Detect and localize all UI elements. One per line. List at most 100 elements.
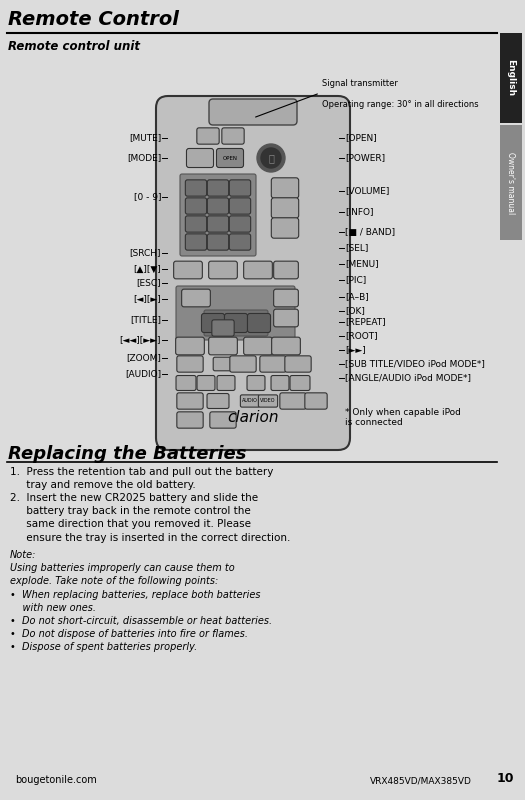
Text: [MODE]: [MODE] — [127, 154, 161, 162]
FancyBboxPatch shape — [180, 174, 256, 256]
FancyBboxPatch shape — [177, 356, 203, 372]
Text: [►►]: [►►] — [345, 346, 366, 354]
FancyBboxPatch shape — [197, 128, 219, 144]
Bar — [500, 125, 522, 240]
FancyBboxPatch shape — [258, 395, 278, 407]
FancyBboxPatch shape — [202, 314, 225, 333]
Text: [0 - 9]: [0 - 9] — [133, 193, 161, 202]
Text: * Only when capable iPod
is connected: * Only when capable iPod is connected — [345, 408, 461, 427]
Text: Replacing the Batteries: Replacing the Batteries — [8, 445, 247, 463]
Text: [ESC]: [ESC] — [136, 278, 161, 287]
Text: bougetonile.com: bougetonile.com — [15, 775, 97, 785]
Text: [OK]: [OK] — [345, 306, 365, 315]
FancyBboxPatch shape — [182, 289, 211, 307]
Text: [SEL]: [SEL] — [345, 243, 369, 253]
FancyBboxPatch shape — [207, 180, 229, 196]
FancyBboxPatch shape — [285, 356, 311, 372]
FancyBboxPatch shape — [217, 375, 235, 390]
Text: 1.  Press the retention tab and pull out the battery
     tray and remove the ol: 1. Press the retention tab and pull out … — [10, 467, 274, 490]
FancyBboxPatch shape — [271, 337, 300, 355]
FancyBboxPatch shape — [185, 180, 207, 196]
FancyBboxPatch shape — [185, 198, 207, 214]
FancyBboxPatch shape — [274, 289, 298, 307]
FancyBboxPatch shape — [230, 356, 256, 372]
Text: [ANGLE/AUDIO iPod MODE*]: [ANGLE/AUDIO iPod MODE*] — [345, 374, 471, 382]
Text: [MUTE]: [MUTE] — [129, 134, 161, 142]
Text: [REPEAT]: [REPEAT] — [345, 318, 386, 326]
Text: [A–B]: [A–B] — [345, 293, 369, 302]
FancyBboxPatch shape — [207, 216, 229, 232]
Text: [PIC]: [PIC] — [345, 275, 366, 285]
FancyBboxPatch shape — [176, 337, 204, 355]
FancyBboxPatch shape — [274, 261, 298, 279]
Text: [POWER]: [POWER] — [345, 154, 385, 162]
FancyBboxPatch shape — [247, 375, 265, 390]
Circle shape — [261, 148, 281, 168]
FancyBboxPatch shape — [176, 375, 196, 390]
FancyBboxPatch shape — [197, 375, 215, 390]
FancyBboxPatch shape — [247, 314, 270, 333]
FancyBboxPatch shape — [212, 320, 234, 336]
Text: Operating range: 30° in all directions: Operating range: 30° in all directions — [322, 100, 479, 109]
FancyBboxPatch shape — [210, 412, 236, 428]
FancyBboxPatch shape — [209, 99, 297, 125]
Text: OPEN: OPEN — [223, 155, 237, 161]
Circle shape — [257, 144, 285, 172]
FancyBboxPatch shape — [213, 357, 233, 371]
Text: Owner's manual: Owner's manual — [507, 152, 516, 214]
FancyBboxPatch shape — [185, 216, 207, 232]
FancyBboxPatch shape — [229, 234, 250, 250]
Text: [■ / BAND]: [■ / BAND] — [345, 227, 395, 237]
FancyBboxPatch shape — [208, 337, 237, 355]
FancyBboxPatch shape — [305, 393, 327, 409]
FancyBboxPatch shape — [207, 198, 229, 214]
FancyBboxPatch shape — [271, 198, 299, 218]
FancyBboxPatch shape — [204, 310, 268, 336]
FancyBboxPatch shape — [177, 393, 203, 409]
FancyBboxPatch shape — [271, 218, 299, 238]
Text: [MENU]: [MENU] — [345, 259, 379, 269]
FancyBboxPatch shape — [156, 96, 350, 450]
Text: [INFO]: [INFO] — [345, 207, 373, 217]
Text: [◄][►]: [◄][►] — [133, 294, 161, 303]
FancyBboxPatch shape — [216, 149, 244, 167]
Text: Note:
Using batteries improperly can cause them to
explode. Take note of the fol: Note: Using batteries improperly can cau… — [10, 550, 272, 653]
FancyBboxPatch shape — [229, 198, 250, 214]
FancyBboxPatch shape — [260, 356, 286, 372]
FancyBboxPatch shape — [186, 149, 214, 167]
Text: [▲][▼]: [▲][▼] — [133, 265, 161, 274]
Text: Remote Control: Remote Control — [8, 10, 179, 29]
FancyBboxPatch shape — [174, 261, 202, 279]
FancyBboxPatch shape — [244, 261, 272, 279]
Text: clarion: clarion — [227, 410, 279, 426]
Text: AUDIO: AUDIO — [242, 398, 258, 403]
FancyBboxPatch shape — [222, 128, 244, 144]
Text: 2.  Insert the new CR2025 battery and slide the
     battery tray back in the re: 2. Insert the new CR2025 battery and sli… — [10, 493, 290, 542]
Text: ⏻: ⏻ — [268, 153, 274, 163]
FancyBboxPatch shape — [229, 180, 250, 196]
FancyBboxPatch shape — [240, 395, 260, 407]
Text: [TITLE]: [TITLE] — [130, 315, 161, 325]
Text: [SUB TITLE/VIDEO iPod MODE*]: [SUB TITLE/VIDEO iPod MODE*] — [345, 359, 485, 369]
Text: Signal transmitter: Signal transmitter — [322, 79, 398, 88]
Text: [AUDIO]: [AUDIO] — [125, 370, 161, 378]
Text: [OPEN]: [OPEN] — [345, 134, 377, 142]
FancyBboxPatch shape — [207, 234, 229, 250]
FancyBboxPatch shape — [208, 261, 237, 279]
FancyBboxPatch shape — [207, 394, 229, 409]
FancyBboxPatch shape — [177, 412, 203, 428]
FancyBboxPatch shape — [271, 178, 299, 198]
FancyBboxPatch shape — [290, 375, 310, 390]
FancyBboxPatch shape — [185, 234, 207, 250]
FancyBboxPatch shape — [274, 309, 298, 327]
Text: [VOLUME]: [VOLUME] — [345, 186, 390, 195]
FancyBboxPatch shape — [176, 286, 295, 340]
Text: [ROOT]: [ROOT] — [345, 331, 377, 341]
FancyBboxPatch shape — [225, 314, 247, 333]
Text: Remote control unit: Remote control unit — [8, 40, 140, 53]
FancyBboxPatch shape — [271, 375, 289, 390]
FancyBboxPatch shape — [244, 337, 272, 355]
Text: [ZOOM]: [ZOOM] — [126, 354, 161, 362]
Text: English: English — [507, 59, 516, 97]
Bar — [500, 33, 522, 123]
